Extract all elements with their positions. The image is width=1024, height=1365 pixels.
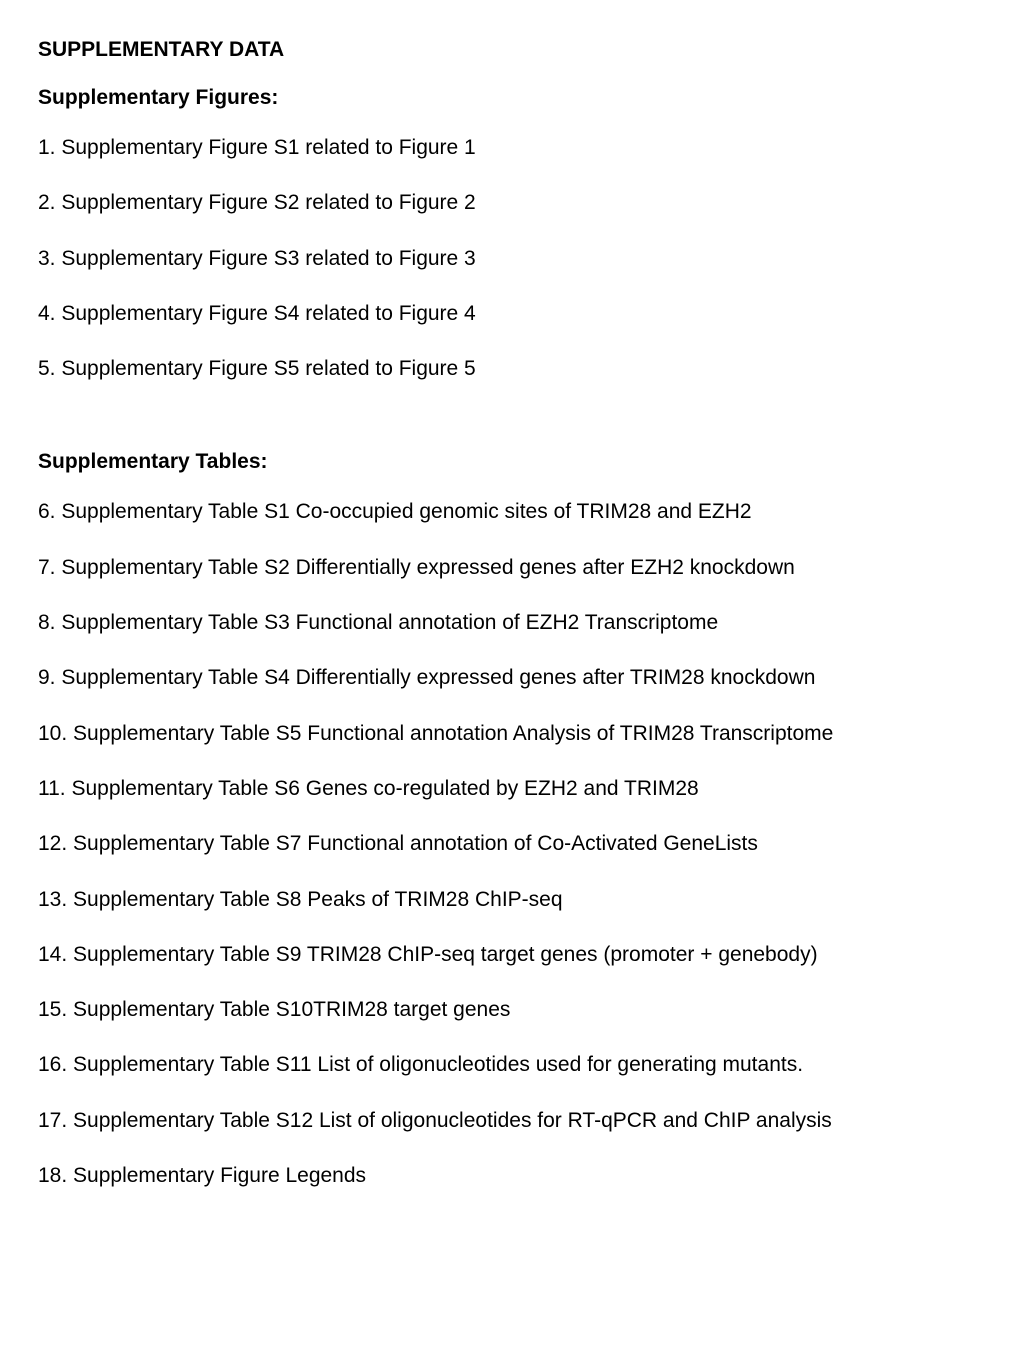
list-item: 10. Supplementary Table S5 Functional an… [38, 720, 986, 747]
list-item: 15. Supplementary Table S10TRIM28 target… [38, 996, 986, 1023]
list-item: 5. Supplementary Figure S5 related to Fi… [38, 355, 986, 382]
figures-heading: Supplementary Figures: [38, 86, 986, 110]
list-item: 16. Supplementary Table S11 List of olig… [38, 1051, 986, 1078]
list-item: 8. Supplementary Table S3 Functional ann… [38, 609, 986, 636]
list-item: 6. Supplementary Table S1 Co-occupied ge… [38, 498, 986, 525]
list-item: 14. Supplementary Table S9 TRIM28 ChIP-s… [38, 941, 986, 968]
tables-heading: Supplementary Tables: [38, 450, 986, 474]
list-item: 2. Supplementary Figure S2 related to Fi… [38, 189, 986, 216]
list-item: 11. Supplementary Table S6 Genes co-regu… [38, 775, 986, 802]
list-item: 9. Supplementary Table S4 Differentially… [38, 664, 986, 691]
list-item: 1. Supplementary Figure S1 related to Fi… [38, 134, 986, 161]
list-item: 3. Supplementary Figure S3 related to Fi… [38, 245, 986, 272]
document-title: SUPPLEMENTARY DATA [38, 38, 986, 62]
section-separator [38, 410, 986, 450]
list-item: 18. Supplementary Figure Legends [38, 1162, 986, 1189]
list-item: 7. Supplementary Table S2 Differentially… [38, 554, 986, 581]
list-item: 13. Supplementary Table S8 Peaks of TRIM… [38, 886, 986, 913]
list-item: 4. Supplementary Figure S4 related to Fi… [38, 300, 986, 327]
list-item: 17. Supplementary Table S12 List of olig… [38, 1107, 986, 1134]
list-item: 12. Supplementary Table S7 Functional an… [38, 830, 986, 857]
